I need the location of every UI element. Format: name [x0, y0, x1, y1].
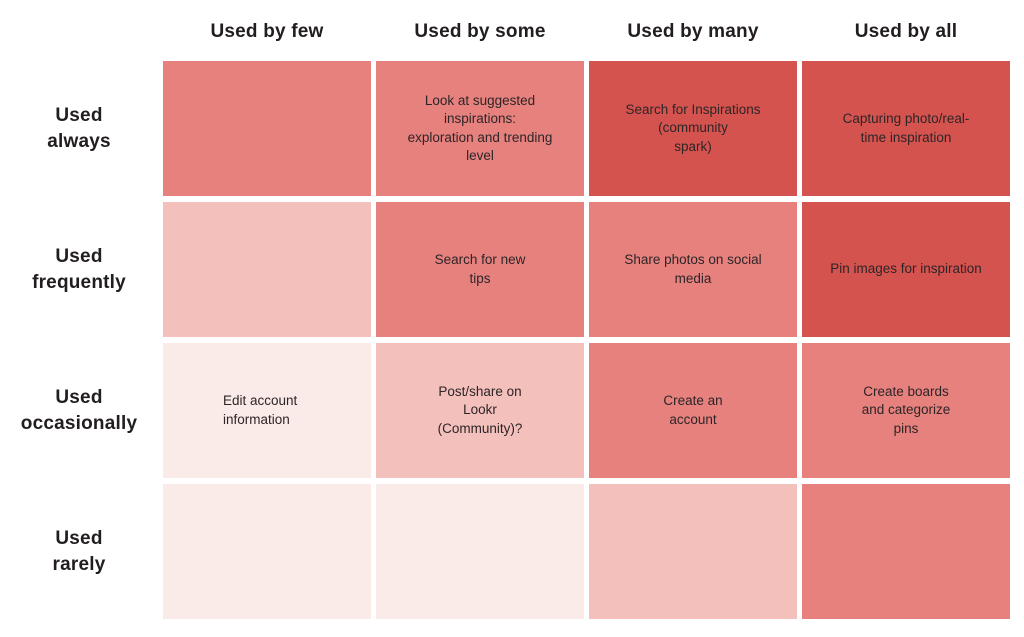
matrix-cell-post-share-on-lookr-community: Post/share on Lookr (Community)?: [376, 343, 584, 478]
row-header-used-always: Used always: [47, 105, 111, 152]
matrix-cell-empty-r1c1: [163, 61, 371, 196]
column-header-used-by-some: Used by some: [414, 20, 546, 42]
matrix-cell-label: Capturing photo/real- time inspiration: [842, 111, 970, 145]
matrix-cell-label: Edit account information: [223, 393, 298, 427]
matrix-cell-edit-account-information: Edit account information: [163, 343, 371, 478]
matrix-cell-empty-r4c2: [376, 484, 584, 619]
matrix-cell-capturing-photo-real-time-inspiration: Capturing photo/real- time inspiration: [802, 61, 1010, 196]
matrix-cell-label: Share photos on social media: [624, 252, 762, 286]
column-header-used-by-many: Used by many: [627, 20, 759, 42]
matrix-cell-look-at-suggested-inspirations-exploration-and-trending-level: Look at suggested inspirations: explorat…: [376, 61, 584, 196]
usage-matrix: Used by few Used by some Used by many Used …: [0, 8, 1010, 619]
matrix-cell-label: Create an account: [663, 393, 723, 427]
matrix-cell-empty-r4c1: [163, 484, 371, 619]
row-header-used-frequently: Used frequently: [32, 246, 126, 293]
column-header-used-by-all: Used by all: [854, 20, 958, 42]
matrix-cell-label: Search for Inspirations (community spark…: [625, 102, 761, 154]
matrix-cell-share-photos-on-social-media: Share photos on social media: [589, 202, 797, 337]
matrix-cell-search-for-new-tips: Search for new tips: [376, 202, 584, 337]
matrix-cell-label: Look at suggested inspirations: explorat…: [407, 93, 553, 163]
matrix-cell-label: Post/share on Lookr (Community)?: [437, 384, 523, 436]
row-header-used-occasionally: Used occasionally: [20, 387, 138, 434]
matrix-cell-create-an-account: Create an account: [589, 343, 797, 478]
matrix-cell-label: Search for new tips: [434, 252, 526, 286]
matrix-cell-label: Create boards and categorize pins: [861, 384, 951, 436]
matrix-cell-search-for-inspirations-community-spark: Search for Inspirations (community spark…: [589, 61, 797, 196]
matrix-cell-empty-r2c1: [163, 202, 371, 337]
column-header-used-by-few: Used by few: [210, 20, 324, 42]
matrix-cell-create-boards-and-categorize-pins: Create boards and categorize pins: [802, 343, 1010, 478]
matrix-cell-label: Pin images for inspiration: [830, 261, 982, 277]
matrix-corner-spacer: [0, 8, 158, 55]
row-header-used-rarely: Used rarely: [52, 528, 106, 575]
matrix-cell-empty-r4c4: [802, 484, 1010, 619]
matrix-cell-pin-images-for-inspiration: Pin images for inspiration: [802, 202, 1010, 337]
matrix-cell-empty-r4c3: [589, 484, 797, 619]
